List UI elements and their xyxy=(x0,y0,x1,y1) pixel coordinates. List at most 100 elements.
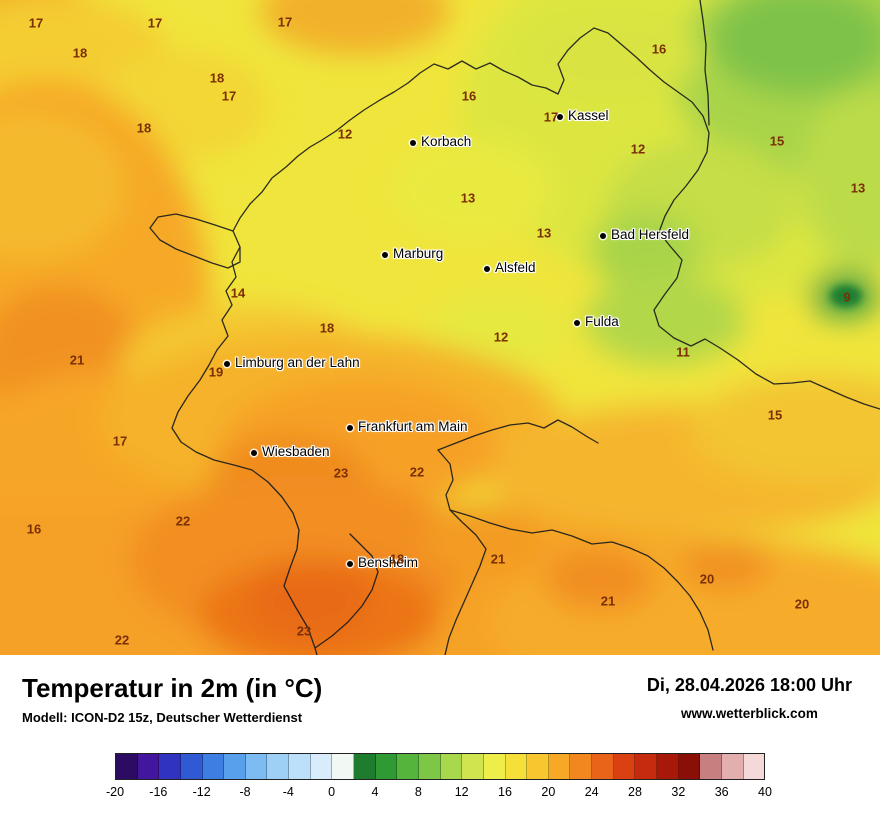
colorbar-segment xyxy=(159,754,181,779)
temperature-value: 17 xyxy=(28,15,44,31)
footer-right: Di, 28.04.2026 18:00 Uhr www.wetterblick… xyxy=(647,675,852,721)
temperature-field xyxy=(0,0,880,655)
temperature-value: 23 xyxy=(333,465,349,481)
temperature-value: 17 xyxy=(543,109,559,125)
colorbar-tick: 36 xyxy=(714,785,729,799)
colorbar xyxy=(115,753,765,780)
temperature-value: 14 xyxy=(230,285,246,301)
city-dot xyxy=(347,561,353,567)
colorbar-ticks: -20 -16 -12 -8 -4 0 4 8 12 16 20 24 28 32 36 40 xyxy=(106,785,772,803)
border-lines xyxy=(149,0,880,655)
colorbar-segment xyxy=(440,754,463,779)
colorbar-segment xyxy=(375,754,398,779)
temperature-value: 16 xyxy=(651,41,667,57)
footer-left: Temperatur in 2m (in °C) Modell: ICON-D2… xyxy=(22,673,322,725)
colorbar-segment xyxy=(224,754,246,779)
colorbar-segment xyxy=(613,754,636,779)
colorbar-tick: -16 xyxy=(149,785,168,799)
city-label: Bad Hersfeld xyxy=(611,227,690,242)
colorbar-segment xyxy=(418,754,441,779)
colorbar-segment xyxy=(635,754,658,779)
temperature-value: 21 xyxy=(600,593,616,609)
temperature-value: 21 xyxy=(69,352,85,368)
temperature-value: 13 xyxy=(850,180,866,196)
temperature-value: 22 xyxy=(409,464,425,480)
map-overlay: Korbach Kassel Marburg Alsfeld Bad Hersfeld F… xyxy=(26,14,866,648)
temperature-value: 21 xyxy=(490,551,506,567)
colorbar-tick: 32 xyxy=(671,785,686,799)
colorbar-segment xyxy=(505,754,528,779)
temperature-value: 12 xyxy=(630,141,646,157)
temperature-value: 17 xyxy=(277,14,293,30)
temperature-value: 18 xyxy=(319,320,335,336)
temperature-value: 18 xyxy=(389,551,405,567)
model-info: Modell: ICON-D2 15z, Deutscher Wetterdie… xyxy=(22,710,303,725)
colorbar-segment xyxy=(548,754,571,779)
colorbar-tick: 24 xyxy=(584,785,599,799)
colorbar-tick: -8 xyxy=(239,785,251,799)
colorbar-segment xyxy=(721,754,744,779)
colorbar-tick: -20 xyxy=(105,785,125,799)
colorbar-segment xyxy=(202,754,225,779)
colorbar-segment xyxy=(527,754,549,779)
temperature-map: Korbach Kassel Marburg Alsfeld Bad Hersfeld F… xyxy=(0,0,880,655)
temperature-value: 20 xyxy=(794,596,810,612)
city-label: Limburg an der Lahn xyxy=(235,355,360,370)
city-dot xyxy=(600,233,606,239)
colorbar-tick: 16 xyxy=(498,785,512,799)
colorbar-tick: -4 xyxy=(282,785,294,799)
city-dot xyxy=(484,266,490,272)
colorbar-segment xyxy=(267,754,290,779)
cold-spot xyxy=(830,285,862,307)
colorbar-segment xyxy=(657,754,679,779)
colorbar-segment xyxy=(462,754,484,779)
city-label: Bensheim xyxy=(358,555,419,570)
city-dot xyxy=(557,114,563,120)
colorbar-tick: -12 xyxy=(192,785,211,799)
colorbar-tick: 4 xyxy=(371,785,379,799)
colorbar-segment xyxy=(397,754,419,779)
temperature-value: 23 xyxy=(296,623,312,639)
temperature-value: 15 xyxy=(769,133,785,149)
temperature-value: 16 xyxy=(26,521,42,537)
colorbar-segment xyxy=(592,754,614,779)
temperature-value: 13 xyxy=(536,225,552,241)
colorbar-segment xyxy=(332,754,355,779)
temperature-value: 18 xyxy=(136,120,152,136)
temperature-value: 22 xyxy=(175,513,191,529)
colorbar-segment xyxy=(289,754,311,779)
colorbar-tick: 40 xyxy=(758,785,772,799)
temperature-value: 15 xyxy=(767,407,783,423)
city-dot xyxy=(224,361,230,367)
city-dot xyxy=(347,425,353,431)
colorbar-segment xyxy=(700,754,722,779)
city-dot xyxy=(410,140,416,146)
map-graphic xyxy=(0,0,880,655)
temperature-value: 17 xyxy=(147,15,163,31)
colorbar-tick: 0 xyxy=(328,785,336,799)
city-dot xyxy=(251,450,257,456)
temperature-value: 18 xyxy=(72,45,88,61)
temperature-value: 20 xyxy=(699,571,715,587)
colorbar-segment xyxy=(180,754,203,779)
colorbar-segment xyxy=(678,754,701,779)
footer-header: Temperatur in 2m (in °C) Modell: ICON-D2… xyxy=(0,655,880,725)
colorbar-tick: 8 xyxy=(414,785,422,799)
city-label: Kassel xyxy=(568,108,609,123)
temperature-value: 22 xyxy=(114,632,130,648)
temperature-value: 17 xyxy=(221,88,237,104)
temperature-value: 13 xyxy=(460,190,476,206)
temperature-value: 18 xyxy=(209,70,225,86)
temperature-value: 12 xyxy=(337,126,353,142)
colorbar-segment xyxy=(743,754,765,779)
footer: Temperatur in 2m (in °C) Modell: ICON-D2… xyxy=(0,655,880,830)
city-label: Korbach xyxy=(421,134,472,149)
datetime-label: Di, 28.04.2026 18:00 Uhr xyxy=(646,675,852,695)
city-dot xyxy=(574,320,580,326)
colorbar-segment xyxy=(354,754,376,779)
temperature-value: 19 xyxy=(208,364,224,380)
city-label: Alsfeld xyxy=(495,260,536,275)
temperature-value: 9 xyxy=(843,289,851,305)
colorbar-wrap: -20 -16 -12 -8 -4 0 4 8 12 16 20 24 28 32 36 40 xyxy=(106,753,772,803)
